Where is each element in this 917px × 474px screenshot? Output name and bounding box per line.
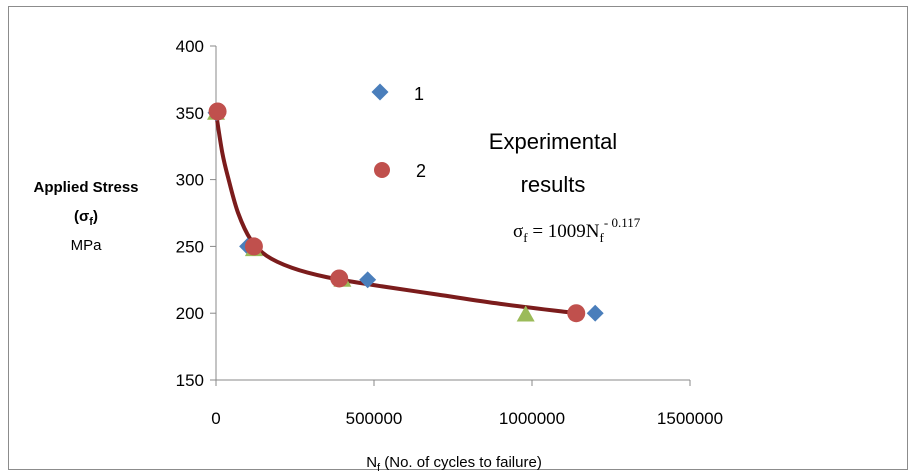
x-tick-label: 1500000	[657, 409, 723, 428]
x-axis-title-sub: f	[377, 462, 381, 474]
y-axis-title-line3: MPa	[71, 237, 103, 254]
x-axis-title-text: (No. of cycles to failure)	[380, 454, 542, 471]
y-axis-title: Applied Stress (σf) MPa	[33, 179, 138, 254]
x-axis-title-symbol: N	[366, 454, 377, 471]
data-point-series2-circle	[567, 304, 586, 323]
y-tick-label: 400	[176, 37, 204, 56]
y-axis-ticks: 150 200 250 300 350 400	[176, 37, 216, 390]
data-point-series1-diamond	[359, 271, 377, 289]
legend: 1 2	[371, 83, 426, 181]
y-tick-label: 250	[176, 237, 204, 256]
chart-frame	[8, 6, 908, 470]
y-axis-title-line1: Applied Stress	[33, 179, 138, 196]
legend-label-1: 1	[414, 84, 424, 104]
data-point-series2-circle	[208, 102, 227, 121]
fit-equation-exponent: - 0.117	[604, 215, 641, 230]
legend-marker-1-diamond	[371, 83, 389, 101]
y-tick-label: 150	[176, 371, 204, 390]
power-law-fit-curve	[214, 110, 579, 316]
y-axis-title-line2: (σf)	[74, 208, 98, 228]
data-point-series2-circle	[244, 237, 263, 256]
annotation-results: results	[521, 172, 586, 197]
legend-label-2: 2	[416, 161, 426, 181]
fit-equation-sigma-sub: f	[523, 230, 528, 245]
data-point-triangle	[516, 305, 535, 322]
data-markers	[207, 102, 604, 323]
x-tick-label: 1000000	[499, 409, 565, 428]
x-tick-label: 500000	[346, 409, 403, 428]
y-tick-label: 350	[176, 104, 204, 123]
x-axis-title: Nf (No. of cycles to failure)	[366, 454, 542, 474]
y-tick-label: 300	[176, 171, 204, 190]
y-tick-label: 200	[176, 304, 204, 323]
y-axis-title-close: )	[93, 208, 98, 225]
fit-equation-n-sub: f	[600, 230, 605, 245]
y-axis-title-sub: f	[89, 216, 93, 228]
fit-equation-sigma: σ	[513, 221, 523, 242]
x-tick-label: 0	[211, 409, 220, 428]
fit-equation-body: = 1009N	[528, 221, 600, 242]
data-point-series2-circle	[330, 269, 349, 288]
data-point-series1-diamond	[586, 304, 604, 322]
fit-equation: σf = 1009Nf- 0.117	[513, 215, 641, 245]
y-axis-title-open: (σ	[74, 208, 89, 225]
legend-marker-2-circle	[374, 162, 390, 178]
x-axis-ticks: 0 500000 1000000 1500000	[211, 380, 723, 428]
annotation-experimental: Experimental	[489, 129, 617, 154]
